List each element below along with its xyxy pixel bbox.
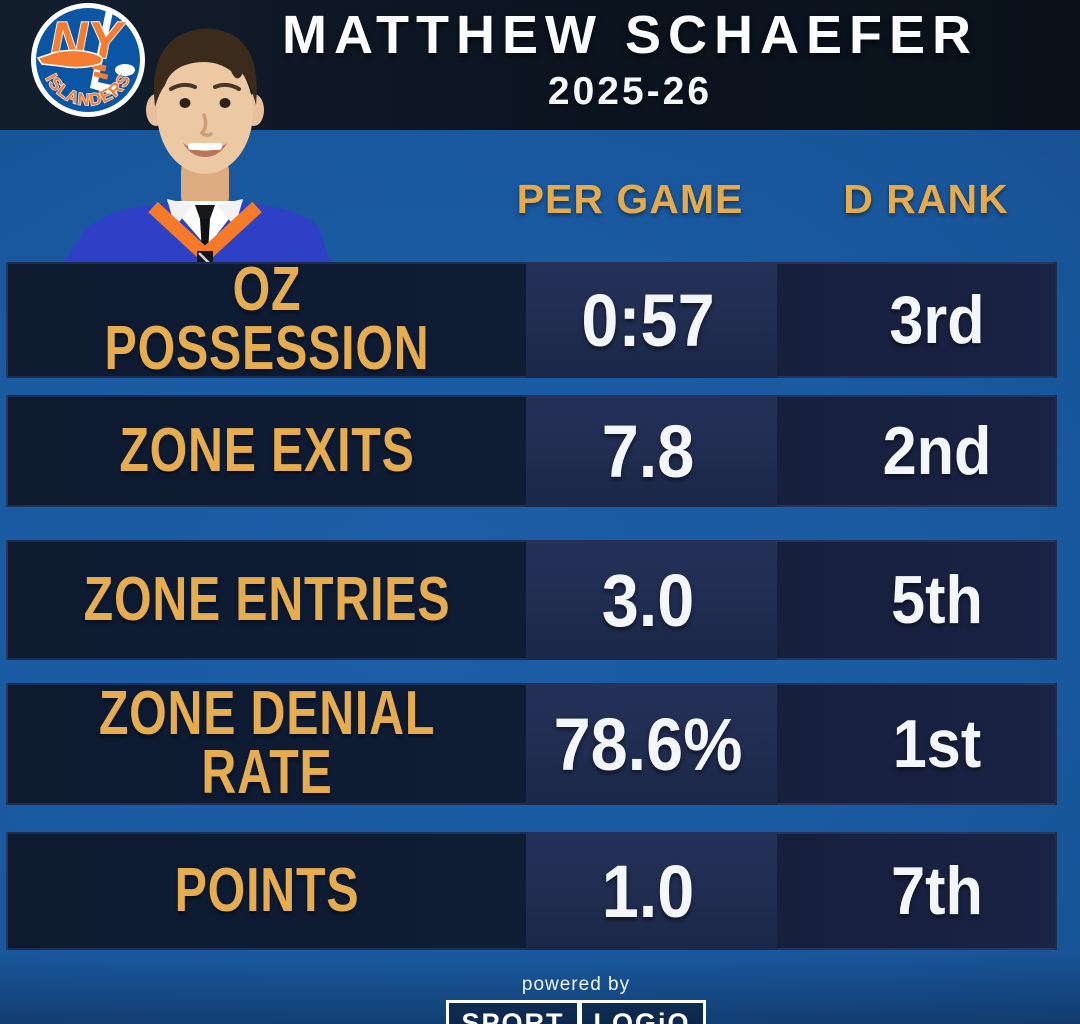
stat-per-game-value: 0:57 — [581, 278, 715, 362]
sportlogiq-logo-box: SPORT LOGiQ — [446, 1000, 706, 1024]
stat-d-rank-value: 7th — [891, 853, 983, 929]
powered-by-text: powered by — [521, 974, 631, 995]
stat-d-rank-value: 3rd — [889, 282, 985, 358]
stat-per-game-value: 1.0 — [601, 849, 695, 933]
per-game-panel — [526, 540, 777, 660]
per-game-panel — [526, 395, 777, 507]
brand-sport-text: SPORT — [461, 1008, 565, 1024]
stat-row-zone-entries: ZONE ENTRIES 3.0 5th — [6, 540, 1057, 660]
stat-per-game-value: 78.6% — [553, 702, 743, 786]
stat-label: OZ POSSESSION — [104, 255, 430, 383]
stat-row-points: POINTS 1.0 7th — [6, 832, 1057, 950]
islanders-team-logo: NY ISLANDERS — [31, 3, 145, 117]
stat-d-rank-value: 1st — [892, 706, 982, 782]
stat-label: ZONE DENIAL RATE — [98, 679, 436, 807]
per-game-panel — [526, 683, 777, 805]
player-tie — [195, 205, 215, 219]
per-game-panel — [526, 832, 777, 950]
brand-logiq-text: LOGiQ — [593, 1008, 691, 1024]
stat-label: ZONE EXITS — [119, 415, 415, 485]
column-header-per-game: PER GAME — [516, 176, 744, 222]
per-game-panel — [526, 262, 777, 378]
sportlogiq-logo: SPORT LOGiQ — [426, 1000, 726, 1024]
stat-row-zone-exits: ZONE EXITS 7.8 2nd — [6, 395, 1057, 507]
stat-d-rank-value: 5th — [891, 562, 983, 638]
player-hair — [153, 28, 257, 107]
page-title: MATTHEW SCHAEFER — [282, 5, 978, 65]
stat-row-oz-possession: OZ POSSESSION 0:57 3rd — [6, 255, 1057, 383]
player-photo — [63, 28, 330, 262]
column-header-d-rank: D RANK — [843, 176, 1009, 222]
brand-divider — [576, 1003, 582, 1024]
stat-per-game-value: 7.8 — [601, 409, 695, 493]
stat-per-game-value: 3.0 — [601, 558, 695, 642]
stat-label: ZONE ENTRIES — [83, 564, 451, 634]
player-face — [157, 50, 253, 174]
stat-label: POINTS — [174, 855, 360, 925]
puck-icon — [115, 64, 135, 76]
long-island-shape — [36, 49, 103, 69]
season-subtitle: 2025-26 — [547, 70, 713, 113]
stat-row-zone-denial-rate: ZONE DENIAL RATE 78.6% 1st — [6, 683, 1057, 805]
stat-d-rank-value: 2nd — [882, 413, 992, 489]
